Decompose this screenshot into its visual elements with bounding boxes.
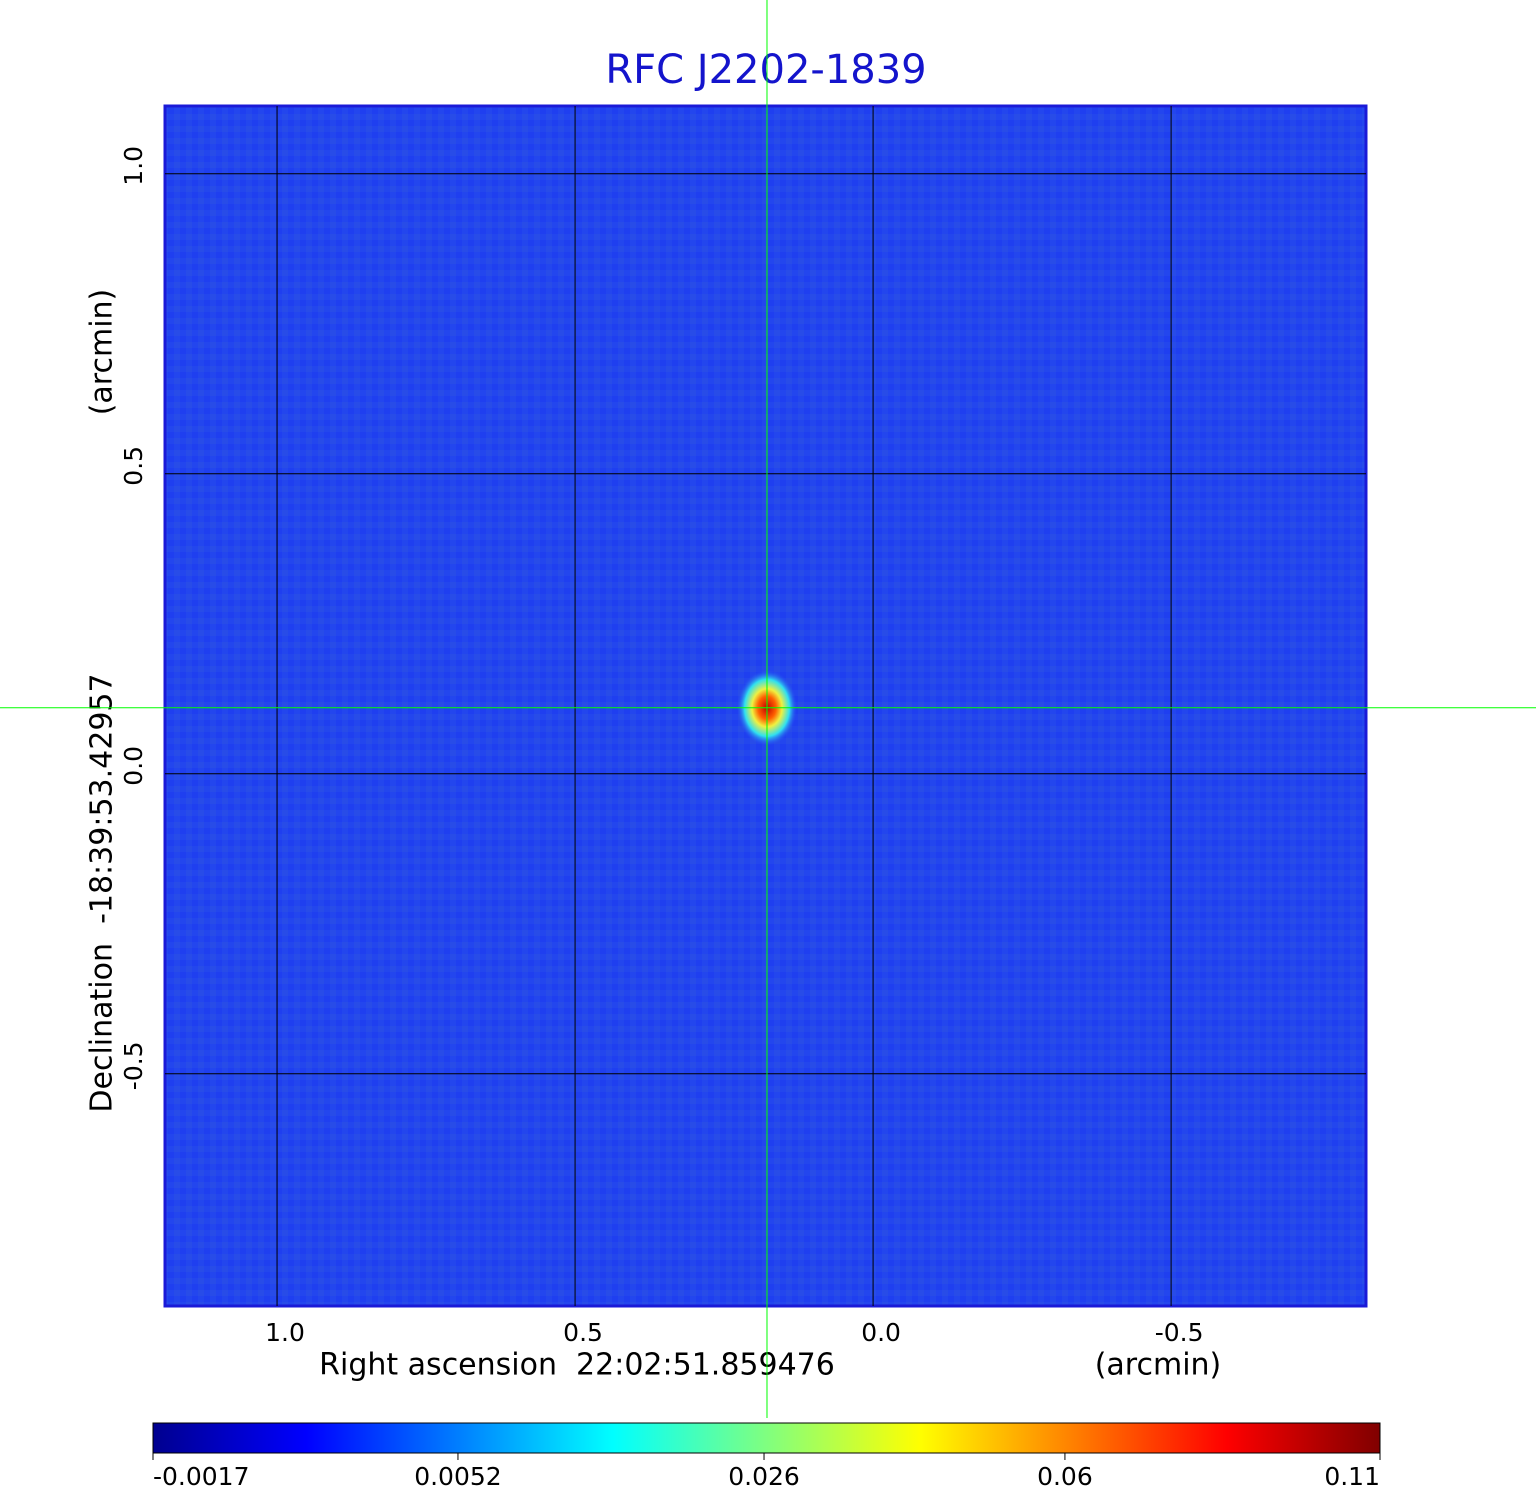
- colorbar-tick-label: -0.0017: [153, 1462, 250, 1491]
- y-tick-label: -0.5: [119, 1041, 148, 1090]
- y-tick-label: 1.0: [119, 146, 148, 186]
- y-tick-label: 0.0: [119, 746, 148, 786]
- y-tick-label: 0.5: [119, 446, 148, 486]
- x-axis-unit: (arcmin): [1095, 1348, 1222, 1383]
- x-tick-label: 0.5: [563, 1318, 603, 1347]
- chart-title: RFC J2202-1839: [605, 47, 926, 93]
- x-tick-label: 1.0: [265, 1318, 305, 1347]
- colorbar-tick-label: 0.06: [1037, 1462, 1093, 1491]
- y-axis-label: Declination -18:39:53.42957: [85, 673, 120, 1112]
- x-tick-label: -0.5: [1155, 1318, 1204, 1347]
- colorbar-tick-label: 0.026: [728, 1462, 800, 1491]
- colorbar: [152, 1422, 1381, 1454]
- y-axis-unit: (arcmin): [85, 289, 120, 416]
- colorbar-tick-label: 0.0052: [414, 1462, 501, 1491]
- x-axis-label: Right ascension 22:02:51.859476: [319, 1348, 835, 1383]
- x-tick-label: 0.0: [861, 1318, 901, 1347]
- colorbar-tick-label: 0.11: [1324, 1462, 1380, 1491]
